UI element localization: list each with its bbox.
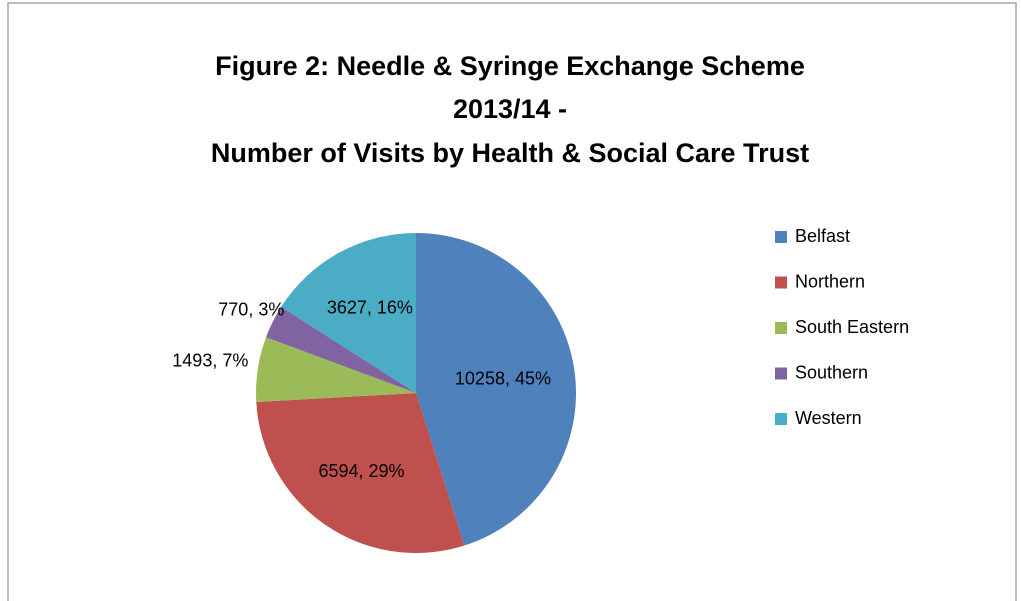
legend-swatch — [775, 413, 787, 425]
legend-swatch — [775, 322, 787, 334]
pie-slice — [266, 306, 416, 393]
legend-label: Northern — [795, 271, 865, 291]
data-label: 3627, 16% — [327, 298, 413, 318]
legend-swatch — [775, 231, 787, 243]
data-label: 6594, 29% — [318, 461, 404, 481]
data-label: 770, 3% — [218, 300, 284, 320]
legend-label: Western — [795, 408, 862, 428]
legend-swatch — [775, 367, 787, 380]
pie-slice — [281, 233, 416, 393]
legend-swatch — [775, 276, 787, 289]
pie-slice — [256, 393, 465, 553]
chart-title: Number of Visits by Health & Social Care… — [211, 138, 809, 168]
chart-border — [7, 2, 1017, 601]
legend-label: South Eastern — [795, 317, 909, 337]
data-label: 10258, 45% — [455, 368, 551, 388]
legend-label: Belfast — [795, 226, 850, 246]
pie-slice — [416, 233, 576, 546]
data-label: 1493, 7% — [172, 351, 248, 371]
chart-title: 2013/14 - — [453, 94, 567, 124]
chart-title: Figure 2: Needle & Syringe Exchange Sche… — [215, 51, 805, 81]
legend-label: Southern — [795, 362, 868, 382]
pie-slice — [256, 337, 416, 403]
